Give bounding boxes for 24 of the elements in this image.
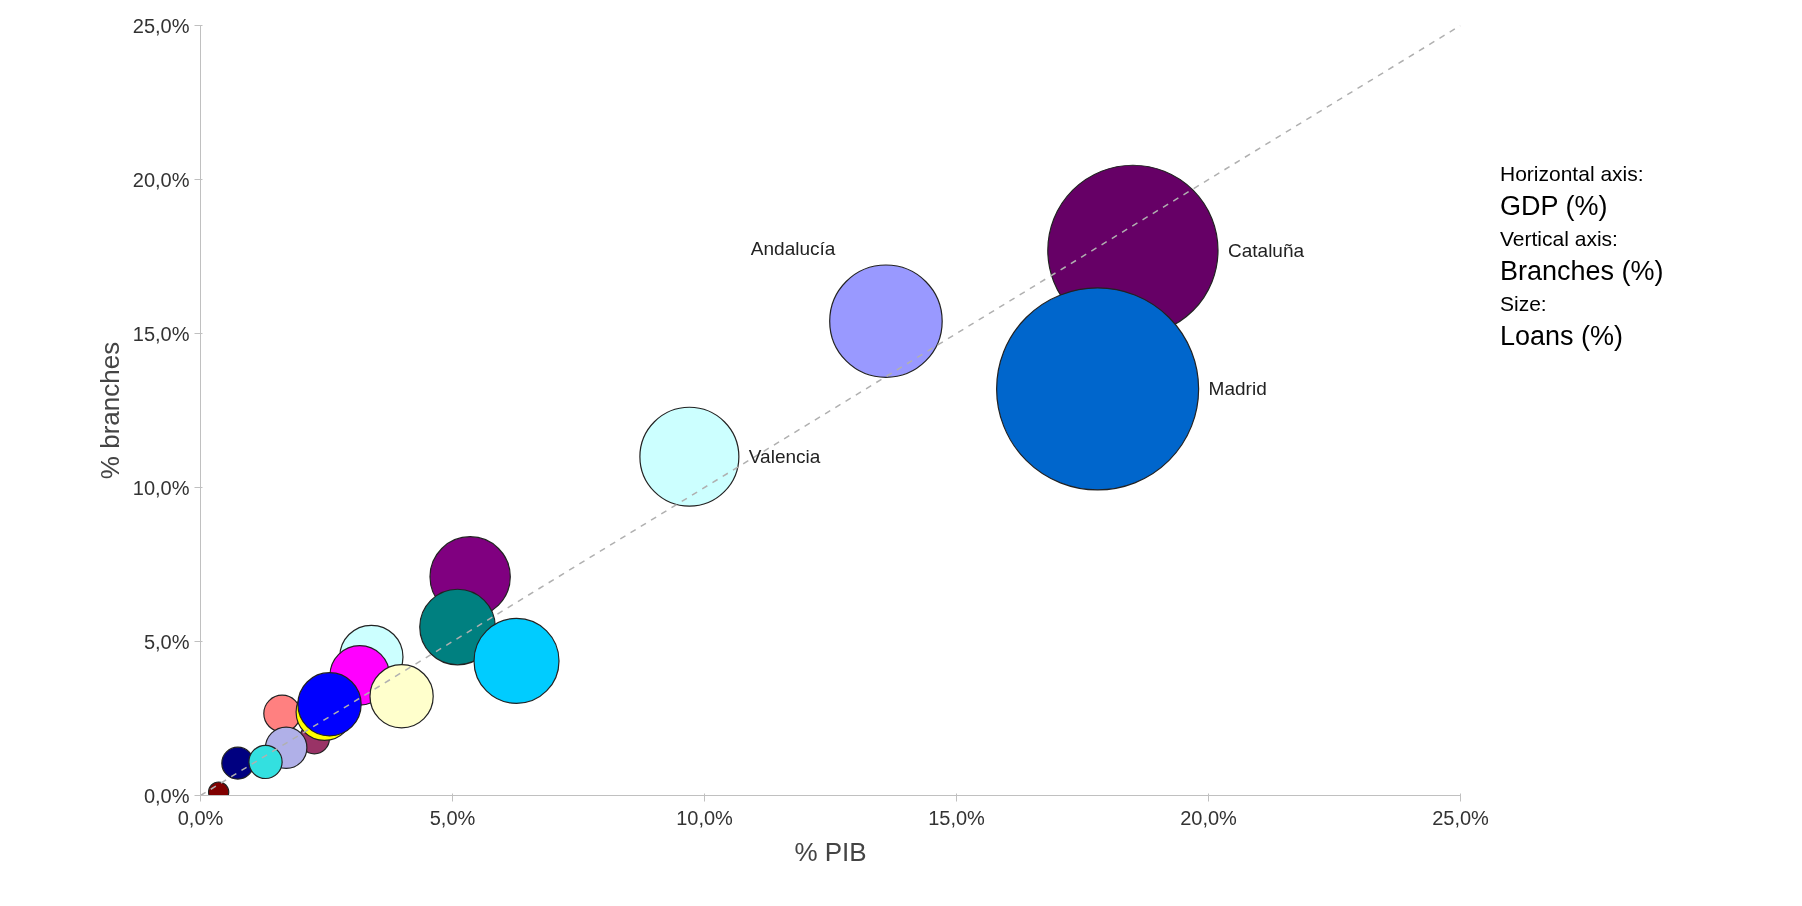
y-tick-label: 5,0% [143,630,190,653]
y-tick-label: 10,0% [132,476,190,499]
y-tick-label: 20,0% [132,168,190,191]
y-axis-title: % branches [94,341,125,480]
x-axis-title: % PIB [794,836,867,867]
x-tick-label: 10,0% [676,806,734,829]
y-tick-label: 25,0% [132,14,190,37]
x-tick-label: 20,0% [1180,806,1238,829]
x-tick-label: 5,0% [429,806,476,829]
text: Vertical axis: [1500,225,1619,252]
text: Size: [1500,290,1548,317]
series-label: Madrid [1208,378,1267,400]
text: Loans (%) [1500,319,1625,353]
x-tick-label: 15,0% [928,806,986,829]
text: GDP (%) [1500,190,1609,224]
y-tick-label: 15,0% [132,322,190,345]
series-label: Valencia [748,446,821,468]
y-tick-label: 0,0% [143,784,190,807]
series-label: Cataluña [1228,239,1305,261]
x-tick-label: 0,0% [177,806,224,829]
x-tick-label: 25,0% [1432,806,1490,829]
text: Branches (%) [1500,255,1664,289]
series-label: Andalucía [750,237,836,259]
text: Horizontal axis: [1500,161,1645,187]
